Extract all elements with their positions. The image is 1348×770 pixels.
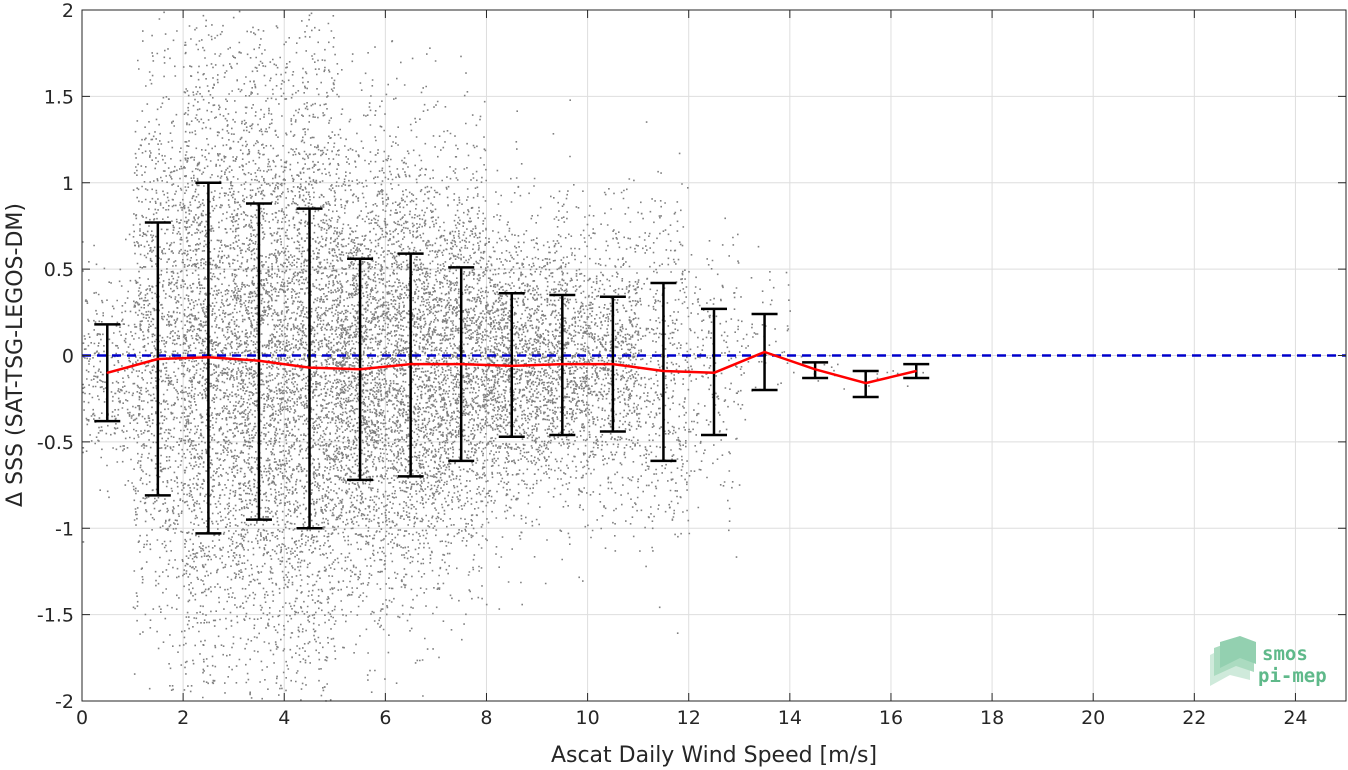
smos-pi-mep-logo: smos pi-mep [1210, 636, 1327, 687]
x-tick-label: 20 [1081, 707, 1105, 729]
mean-point [510, 365, 513, 367]
x-tick-label: 22 [1182, 707, 1206, 729]
x-tick-label: 2 [177, 707, 189, 729]
x-tick-label: 10 [576, 707, 600, 729]
x-tick-label: 4 [278, 707, 290, 729]
x-tick-label: 6 [379, 707, 391, 729]
y-tick-label: -1 [55, 518, 74, 540]
mean-point [713, 371, 715, 374]
x-tick-label: 8 [480, 707, 492, 729]
mean-point [612, 363, 614, 365]
x-tick-label: 12 [677, 707, 701, 729]
mean-point [915, 370, 918, 372]
mean-point [258, 359, 260, 362]
y-tick-label: 0.5 [44, 259, 74, 281]
mean-line-layer [106, 350, 918, 385]
mean-point [662, 370, 665, 372]
y-tick-label: -1.5 [37, 605, 74, 627]
axis-ticks [81, 9, 1346, 702]
x-tick-label: 0 [76, 707, 88, 729]
logo-line1: smos [1262, 643, 1308, 665]
mean-point [763, 351, 766, 353]
mean-point [409, 363, 412, 365]
y-tick-label: 0 [62, 346, 74, 368]
mean-point [157, 358, 159, 360]
mean-point [864, 382, 867, 384]
mean-point [460, 363, 463, 365]
y-axis-label: Δ SSS (SAT-TSG-LEGOS-DM) [3, 203, 28, 507]
mean-point [308, 366, 311, 369]
x-tick-label: 16 [879, 707, 903, 729]
y-tick-label: -0.5 [37, 432, 74, 454]
logo-line2: pi-mep [1258, 665, 1327, 687]
y-tick-labels: -2 -1.5 -1 -0.5 0 0.5 1 1.5 2 [37, 0, 74, 713]
logo-waves-icon [1210, 636, 1256, 686]
y-tick-label: 2 [62, 0, 74, 22]
x-tick-label: 24 [1283, 707, 1307, 729]
y-tick-label: 1 [62, 173, 74, 195]
y-tick-label: -2 [55, 691, 74, 713]
x-tick-label: 18 [980, 707, 1004, 729]
mean-point [814, 368, 816, 371]
mean-point [106, 371, 109, 374]
x-tick-labels: 0 2 4 6 8 10 12 14 16 18 20 22 24 [76, 707, 1308, 729]
mean-point [359, 368, 361, 371]
mean-point [561, 363, 564, 365]
mean-point [207, 356, 210, 359]
x-axis-label: Ascat Daily Wind Speed [m/s] [551, 743, 877, 768]
y-tick-label: 1.5 [44, 86, 74, 108]
x-tick-label: 14 [778, 707, 802, 729]
